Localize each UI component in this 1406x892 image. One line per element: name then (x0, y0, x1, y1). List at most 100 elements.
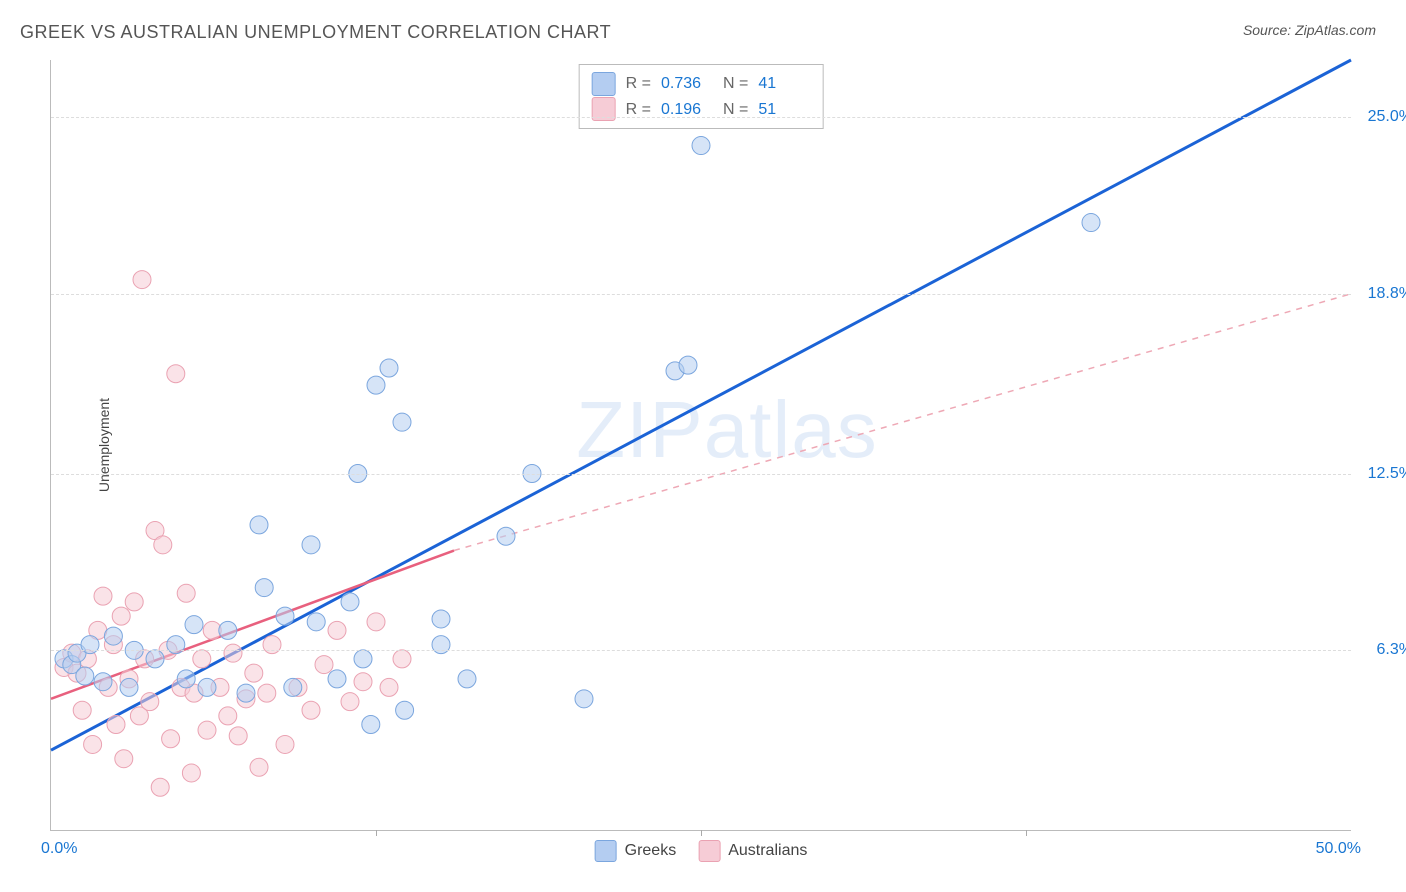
series-swatch-aus (698, 840, 720, 862)
x-axis-origin-label: 0.0% (41, 840, 77, 858)
greek-data-point (575, 690, 593, 708)
x-axis-end-label: 50.0% (1316, 840, 1361, 858)
greek-data-point (396, 701, 414, 719)
gridline (51, 294, 1351, 295)
australian-data-point (94, 587, 112, 605)
australian-data-point (393, 650, 411, 668)
australian-data-point (133, 271, 151, 289)
greek-data-point (692, 137, 710, 155)
australian-regression-extrapolation (454, 294, 1351, 551)
australian-data-point (302, 701, 320, 719)
australian-data-point (73, 701, 91, 719)
australian-data-point (107, 715, 125, 733)
greek-data-point (177, 670, 195, 688)
australian-data-point (167, 365, 185, 383)
greek-data-point (237, 684, 255, 702)
greek-data-point (362, 715, 380, 733)
greek-data-point (219, 621, 237, 639)
series-label: Australians (728, 842, 807, 860)
australian-data-point (141, 693, 159, 711)
series-swatch-greek (595, 840, 617, 862)
australian-data-point (224, 644, 242, 662)
legend-n-value: 41 (758, 71, 810, 97)
gridline (51, 650, 1351, 651)
greek-data-point (432, 610, 450, 628)
greek-regression-line (51, 60, 1351, 750)
australian-data-point (341, 693, 359, 711)
greek-data-point (302, 536, 320, 554)
australian-data-point (112, 607, 130, 625)
y-grid-label: 12.5% (1358, 465, 1406, 483)
greek-data-point (250, 516, 268, 534)
australian-data-point (182, 764, 200, 782)
greek-data-point (380, 359, 398, 377)
chart-title: GREEK VS AUSTRALIAN UNEMPLOYMENT CORRELA… (20, 22, 611, 43)
greek-data-point (458, 670, 476, 688)
legend-stats-row: R = 0.196 N = 51 (592, 97, 811, 123)
australian-data-point (245, 664, 263, 682)
series-legend-item: Greeks (595, 840, 677, 862)
greek-data-point (497, 527, 515, 545)
australian-data-point (162, 730, 180, 748)
series-legend-item: Australians (698, 840, 807, 862)
australian-data-point (154, 536, 172, 554)
x-tick (1026, 830, 1027, 836)
greek-data-point (94, 673, 112, 691)
y-grid-label: 18.8% (1358, 285, 1406, 303)
australian-data-point (193, 650, 211, 668)
australian-data-point (258, 684, 276, 702)
greek-data-point (120, 678, 138, 696)
series-legend: Greeks Australians (595, 840, 808, 862)
greek-data-point (679, 356, 697, 374)
greek-data-point (354, 650, 372, 668)
greek-data-point (1082, 214, 1100, 232)
series-label: Greeks (625, 842, 677, 860)
plot-area: Unemployment ZIPatlas R =0.736N =41R =0.… (50, 60, 1351, 831)
australian-data-point (229, 727, 247, 745)
greek-data-point (341, 593, 359, 611)
x-tick (376, 830, 377, 836)
australian-data-point (250, 758, 268, 776)
greek-data-point (104, 627, 122, 645)
correlation-stats-legend: R = 0.736 N = 41 R = 0.196 N = 51 (579, 64, 824, 129)
legend-swatch-greek (592, 72, 616, 96)
australian-data-point (115, 750, 133, 768)
greek-data-point (198, 678, 216, 696)
legend-r-label: R = (626, 71, 651, 97)
greek-data-point (367, 376, 385, 394)
legend-n-label: N = (723, 97, 748, 123)
legend-r-value: 0.196 (661, 97, 713, 123)
legend-r-label: R = (626, 97, 651, 123)
greek-data-point (307, 613, 325, 631)
gridline (51, 117, 1351, 118)
australian-data-point (219, 707, 237, 725)
legend-n-value: 51 (758, 97, 810, 123)
legend-n-label: N = (723, 71, 748, 97)
australian-data-point (151, 778, 169, 796)
y-grid-label: 25.0% (1358, 108, 1406, 126)
australian-data-point (380, 678, 398, 696)
greek-data-point (276, 607, 294, 625)
australian-data-point (315, 656, 333, 674)
greek-data-point (185, 616, 203, 634)
australian-data-point (354, 673, 372, 691)
greek-data-point (284, 678, 302, 696)
legend-stats-row: R = 0.736 N = 41 (592, 71, 811, 97)
australian-data-point (84, 735, 102, 753)
greek-data-point (76, 667, 94, 685)
greek-data-point (146, 650, 164, 668)
australian-data-point (125, 593, 143, 611)
greek-data-point (255, 579, 273, 597)
greek-data-point (328, 670, 346, 688)
australian-data-point (198, 721, 216, 739)
source-attribution: Source: ZipAtlas.com (1243, 22, 1376, 38)
australian-data-point (276, 735, 294, 753)
greek-data-point (393, 413, 411, 431)
gridline (51, 474, 1351, 475)
y-grid-label: 6.3% (1358, 641, 1406, 659)
chart-svg (51, 60, 1351, 830)
australian-data-point (177, 584, 195, 602)
australian-data-point (367, 613, 385, 631)
legend-r-value: 0.736 (661, 71, 713, 97)
x-tick (701, 830, 702, 836)
